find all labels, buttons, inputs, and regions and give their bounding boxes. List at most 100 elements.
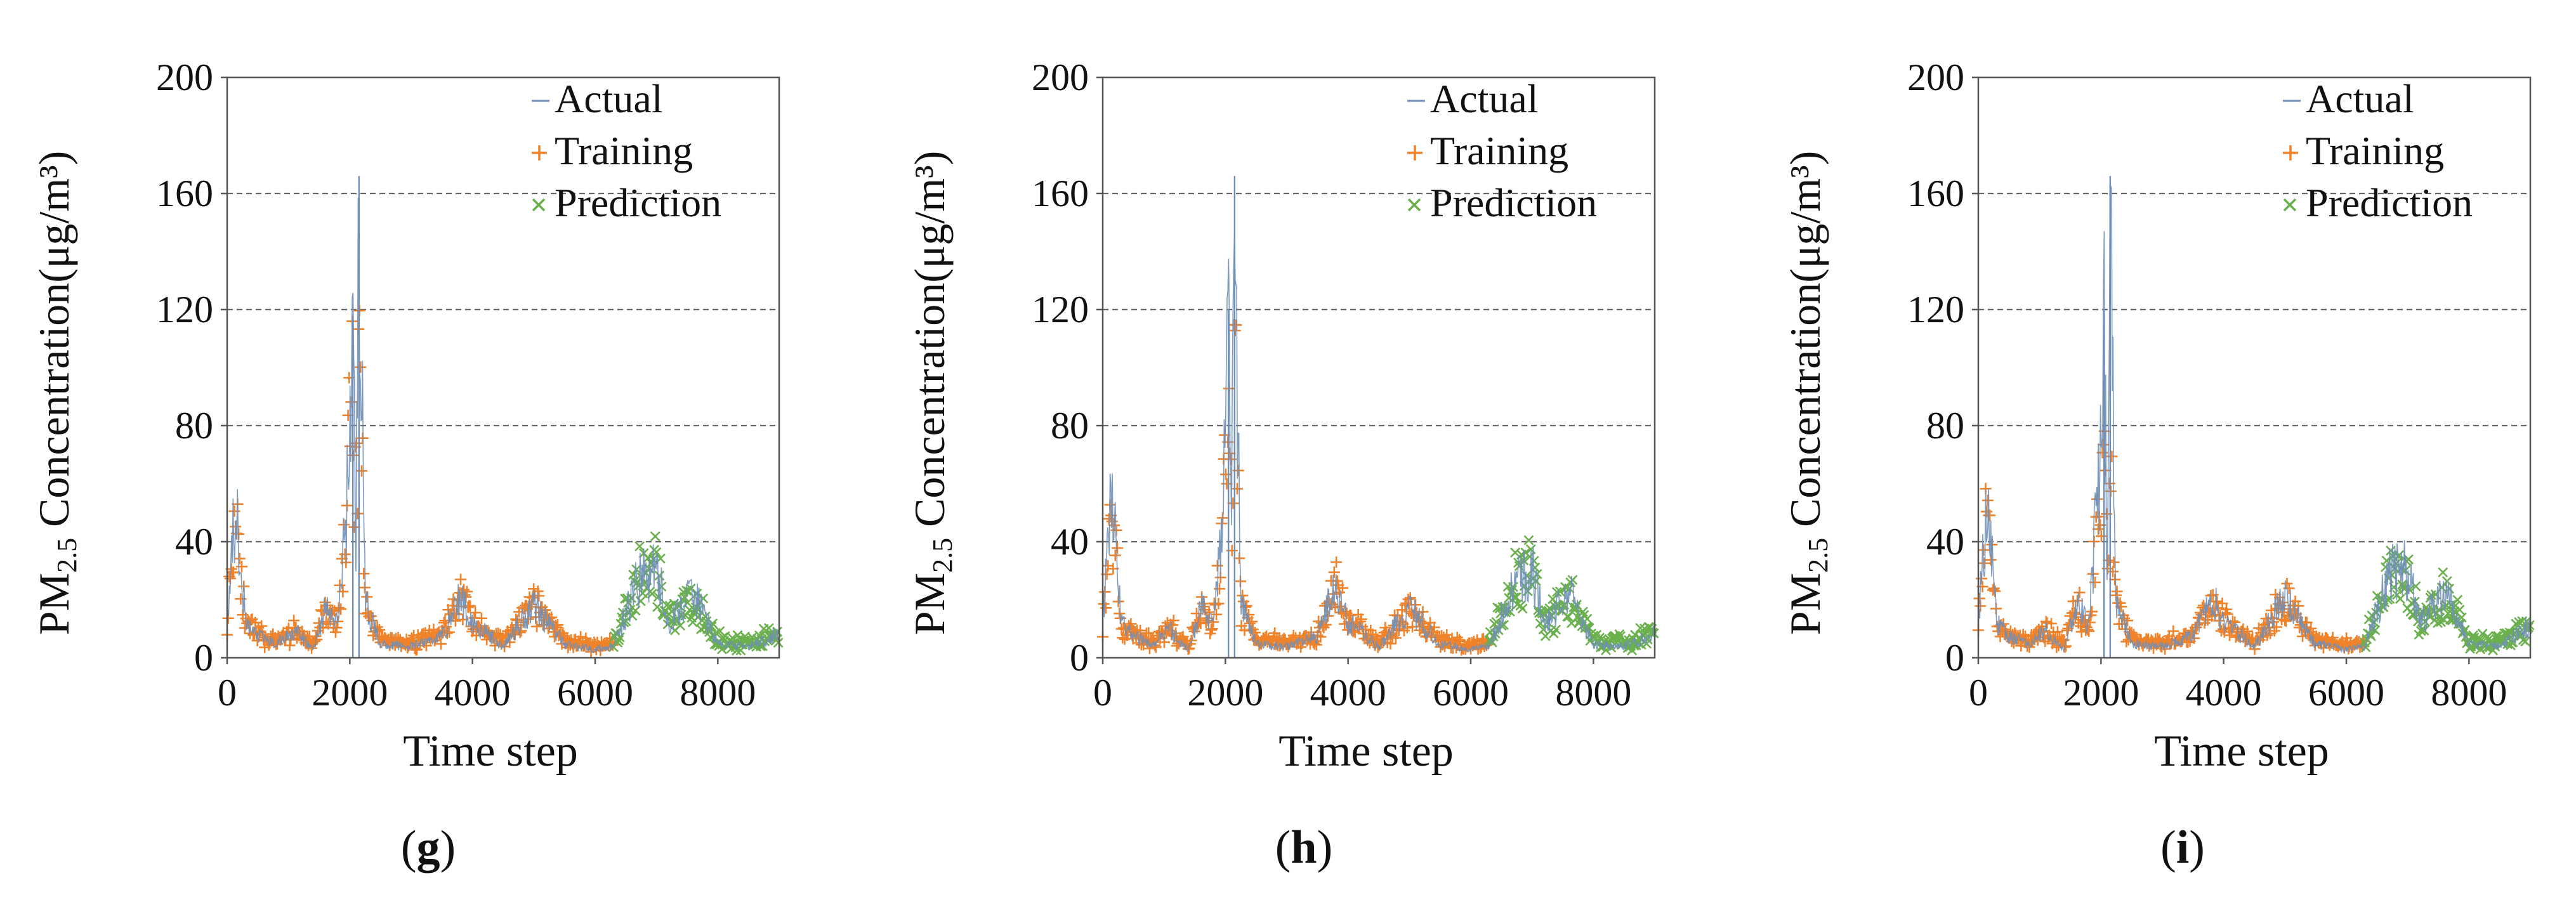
panel-label-close: ) <box>1317 821 1333 873</box>
x-tick-label: 2000 <box>2063 672 2139 714</box>
training-point <box>1227 497 1239 509</box>
plot-frame <box>226 76 780 659</box>
y-tick-label: 120 <box>156 289 213 330</box>
training-point <box>525 601 537 613</box>
training-point <box>348 521 360 533</box>
training-point <box>233 553 246 565</box>
prediction-point <box>2410 581 2421 592</box>
y-tick-label: 0 <box>194 637 213 679</box>
prediction-point <box>1509 592 1520 603</box>
training-point <box>335 603 347 615</box>
training-point <box>2241 625 2253 638</box>
y-tick-label: 0 <box>1070 637 1089 679</box>
training-point <box>411 644 423 656</box>
training-point <box>449 607 461 619</box>
prediction-series <box>608 531 784 656</box>
training-point <box>2061 624 2073 636</box>
legend-actual-label: Actual <box>1430 76 1539 121</box>
training-point <box>1230 319 1242 331</box>
training-point <box>2109 573 2121 585</box>
y-axis-title-unit: Concentration(μg/m³) <box>1781 151 1829 538</box>
training-point <box>2280 615 2292 627</box>
training-point <box>256 620 268 632</box>
training-point <box>228 505 240 517</box>
x-tick-label: 8000 <box>1555 672 1631 714</box>
training-point <box>475 612 487 624</box>
training-point <box>2051 626 2063 638</box>
y-axis-title: PM2.5 Concentration(μg/m³) <box>1781 151 1834 635</box>
y-tick-label: 80 <box>1926 405 1964 447</box>
legend-actual-label: Actual <box>2306 76 2414 121</box>
training-point <box>405 632 417 644</box>
panel-label-open: ( <box>401 821 417 873</box>
training-point <box>1205 624 1217 636</box>
training-point <box>337 585 349 598</box>
x-tick-label: 4000 <box>1310 672 1386 714</box>
actual-series <box>1102 234 1655 653</box>
y-tick-label: 200 <box>156 56 213 98</box>
training-point <box>449 615 461 627</box>
y-axis-title-pm: PM <box>1781 573 1829 635</box>
panel-label: (h) <box>1275 821 1332 873</box>
prediction-point <box>2520 636 2530 647</box>
legend-training-label: Training <box>555 128 693 173</box>
panel-label-open: ( <box>2160 821 2176 873</box>
prediction-point <box>1523 535 1534 546</box>
actual-series <box>1978 183 2531 653</box>
training-point <box>2106 566 2119 578</box>
prediction-point <box>2395 594 2405 604</box>
prediction-point <box>698 593 709 604</box>
training-point <box>1390 632 1402 644</box>
x-tick-label: 6000 <box>1433 672 1509 714</box>
prediction-point <box>685 583 696 594</box>
training-point <box>331 622 343 634</box>
prediction-point <box>675 620 686 631</box>
training-point <box>2103 554 2115 566</box>
training-point <box>1114 608 1126 620</box>
training-point <box>2086 606 2098 618</box>
plot-frame <box>1101 76 1656 659</box>
training-point <box>2221 603 2233 615</box>
y-tick-label: 120 <box>1032 289 1089 330</box>
y-tick-label: 40 <box>1051 521 1089 563</box>
y-axis-title: PM2.5 Concentration(μg/m³) <box>905 151 958 635</box>
legend: Actual Training Prediction <box>532 76 721 225</box>
training-point <box>1109 549 1121 561</box>
training-point <box>2281 578 2293 590</box>
x-tick-label: 6000 <box>557 672 633 714</box>
x-tick-label: 4000 <box>2186 672 2262 714</box>
actual-series <box>227 197 780 654</box>
x-tick-label: 4000 <box>435 672 511 714</box>
prediction-point <box>2482 631 2493 642</box>
prediction-point <box>763 623 774 634</box>
y-tick-label: 40 <box>175 521 213 563</box>
x-tick-label: 0 <box>1093 672 1112 714</box>
legend-training-label: Training <box>2306 128 2444 173</box>
training-point <box>444 626 456 638</box>
y-tick-label: 160 <box>1907 173 1964 214</box>
panel-label-letter: g <box>417 821 440 873</box>
training-point <box>1454 634 1466 646</box>
x-axis-title: Time step <box>403 727 578 776</box>
training-point <box>352 507 364 520</box>
y-tick-label: 160 <box>156 173 213 214</box>
training-point <box>339 548 351 560</box>
training-point <box>531 620 543 632</box>
prediction-point <box>2438 567 2448 578</box>
legend-training-label: Training <box>1430 128 1568 173</box>
training-point <box>2317 642 2329 654</box>
training-point <box>1112 542 1124 554</box>
training-point <box>1219 468 1232 480</box>
training-point <box>1336 582 1348 594</box>
training-point <box>2083 625 2095 637</box>
legend-prediction-label: Prediction <box>555 180 721 225</box>
y-tick-label: 40 <box>1926 521 1964 563</box>
legend-training-swatch <box>1407 145 1423 160</box>
training-series <box>221 304 619 658</box>
y-tick-label: 80 <box>175 405 213 447</box>
y-tick-label: 0 <box>1945 637 1964 679</box>
training-point <box>1167 615 1180 627</box>
y-tick-label: 80 <box>1051 405 1089 447</box>
panel-label-letter: h <box>1291 821 1317 873</box>
prediction-point <box>614 632 625 643</box>
